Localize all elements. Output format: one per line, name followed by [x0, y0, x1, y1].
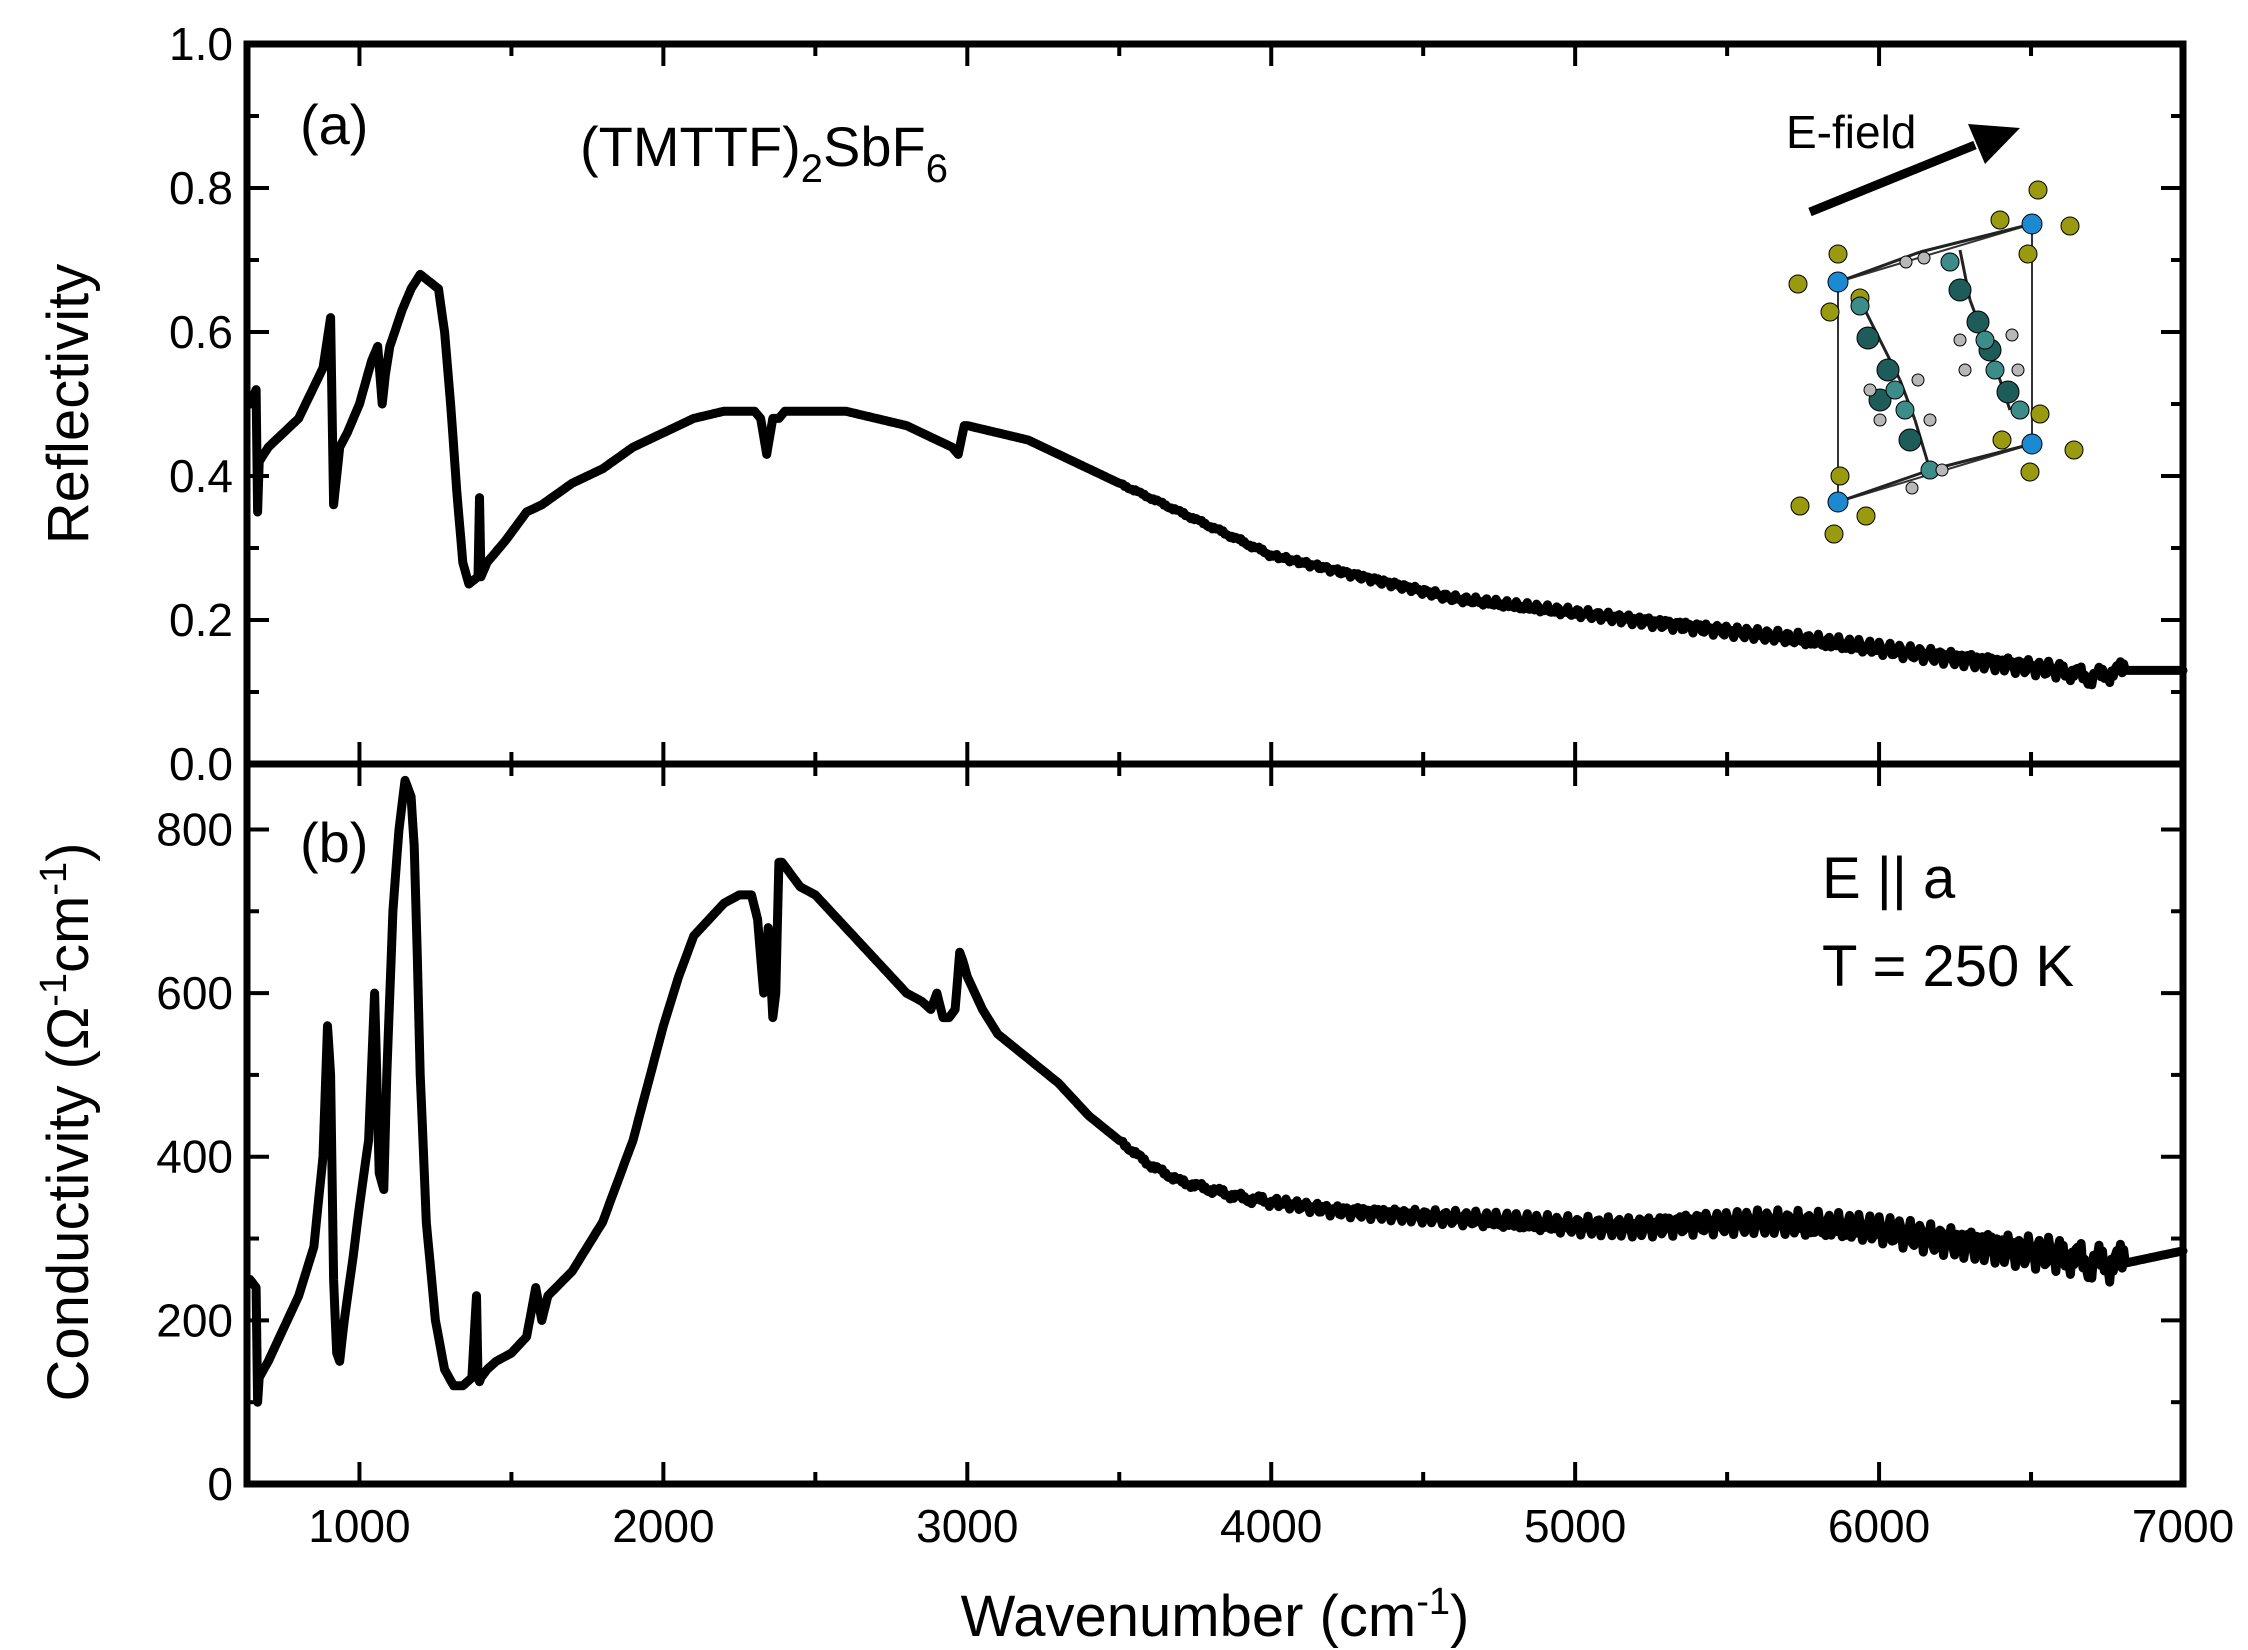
atom-1 — [2021, 213, 2043, 235]
atom-8 — [1990, 210, 2010, 230]
atom-29 — [1895, 400, 1915, 420]
atom-7 — [1820, 302, 1840, 322]
ytick-label-a-0: 0.0 — [169, 738, 233, 790]
atom-38 — [1873, 413, 1887, 427]
crystal-structure-icon — [1788, 180, 2084, 544]
ytick-label-a-5: 1.0 — [169, 18, 233, 70]
panel-a-ticks: 0.0 0.2 0.4 0.6 0.8 1.0 — [169, 18, 2185, 790]
atom-43 — [2011, 363, 2025, 377]
bond-2 — [1837, 468, 1931, 504]
panel-b-label: (b) — [300, 811, 368, 874]
panel-a-ylabel: Reflectivity — [36, 264, 101, 544]
bond-1 — [1919, 222, 2033, 254]
atom-34 — [1940, 252, 1960, 272]
atom-11 — [2018, 244, 2038, 264]
atom-36 — [1863, 383, 1877, 397]
atom-44 — [1899, 255, 1913, 269]
ytick-label-a-2: 0.4 — [169, 450, 233, 502]
panel-b-ylabel: Conductivity (Ω-1cm-1) — [33, 843, 101, 1402]
atom-4 — [1788, 274, 1808, 294]
atom-45 — [1917, 251, 1931, 265]
atom-42 — [1958, 363, 1972, 377]
ytick-label-b-1: 200 — [156, 1294, 233, 1346]
xtick-label-1: 2000 — [612, 1500, 714, 1552]
unit-cell-outline — [1837, 222, 2033, 504]
atom-3 — [1827, 491, 1849, 513]
xtick-label-6: 7000 — [2132, 1500, 2234, 1552]
atom-25 — [1898, 428, 1922, 452]
xtick-label-0: 1000 — [308, 1500, 410, 1552]
panel-a-label: (a) — [300, 93, 368, 156]
xtick-label-3: 4000 — [1220, 1500, 1322, 1552]
x-ticks: 1000 2000 3000 4000 5000 6000 7000 — [308, 1500, 2234, 1552]
atom-39 — [1923, 413, 1937, 427]
xtick-label-2: 3000 — [916, 1500, 1018, 1552]
atom-15 — [2020, 462, 2040, 482]
atom-13 — [2030, 404, 2050, 424]
efield-arrow-icon — [1808, 124, 2020, 217]
ytick-label-b-2: 400 — [156, 1131, 233, 1183]
atom-47 — [1905, 481, 1919, 495]
atom-31 — [1985, 360, 2005, 380]
ytick-label-b-0: 0 — [207, 1458, 233, 1510]
compound-formula: (TMTTF)2SbF6 — [580, 115, 948, 191]
atom-23 — [1966, 310, 1990, 334]
atom-40 — [1953, 333, 1967, 347]
ytick-label-b-4: 800 — [156, 803, 233, 855]
ytick-label-a-4: 0.8 — [169, 162, 233, 214]
temperature-label: T = 250 K — [1822, 934, 2074, 999]
atom-10 — [2060, 216, 2080, 236]
reflectivity-line — [245, 269, 2188, 690]
x-axis-title: Wavenumber (cm-1) — [961, 1581, 1470, 1649]
atom-14 — [2064, 440, 2084, 460]
atom-12 — [1992, 430, 2012, 450]
atom-41 — [2005, 328, 2019, 342]
xtick-label-4: 5000 — [1524, 1500, 1626, 1552]
efield-label: E-field — [1786, 106, 1916, 158]
field-direction-label: E || a — [1822, 846, 1956, 911]
atom-0 — [1827, 271, 1849, 293]
atom-35 — [2010, 400, 2030, 420]
atom-2 — [2021, 433, 2043, 455]
atom-30 — [1975, 330, 1995, 350]
atom-22 — [1948, 278, 1972, 302]
atom-46 — [1935, 463, 1949, 477]
atom-20 — [1856, 326, 1880, 350]
atom-9 — [2028, 180, 2048, 200]
atom-21 — [1876, 358, 1900, 382]
atom-28 — [1885, 380, 1905, 400]
ytick-label-a-1: 0.2 — [169, 594, 233, 646]
ytick-label-b-3: 600 — [156, 967, 233, 1019]
atom-32 — [1850, 296, 1870, 316]
bond-3 — [1929, 442, 2033, 472]
atom-27 — [1996, 380, 2020, 404]
ytick-label-a-3: 0.6 — [169, 306, 233, 358]
atom-16 — [1790, 496, 1810, 516]
atom-18 — [1856, 506, 1876, 526]
xtick-label-5: 6000 — [1828, 1500, 1930, 1552]
conductivity-line — [245, 775, 2188, 1407]
atom-17 — [1830, 466, 1850, 486]
panel-b-ticks: 0 200 400 600 800 — [156, 764, 2185, 1510]
atom-5 — [1828, 244, 1848, 264]
atom-19 — [1824, 524, 1844, 544]
atom-37 — [1911, 373, 1925, 387]
panel-b-frame — [243, 760, 2187, 1488]
